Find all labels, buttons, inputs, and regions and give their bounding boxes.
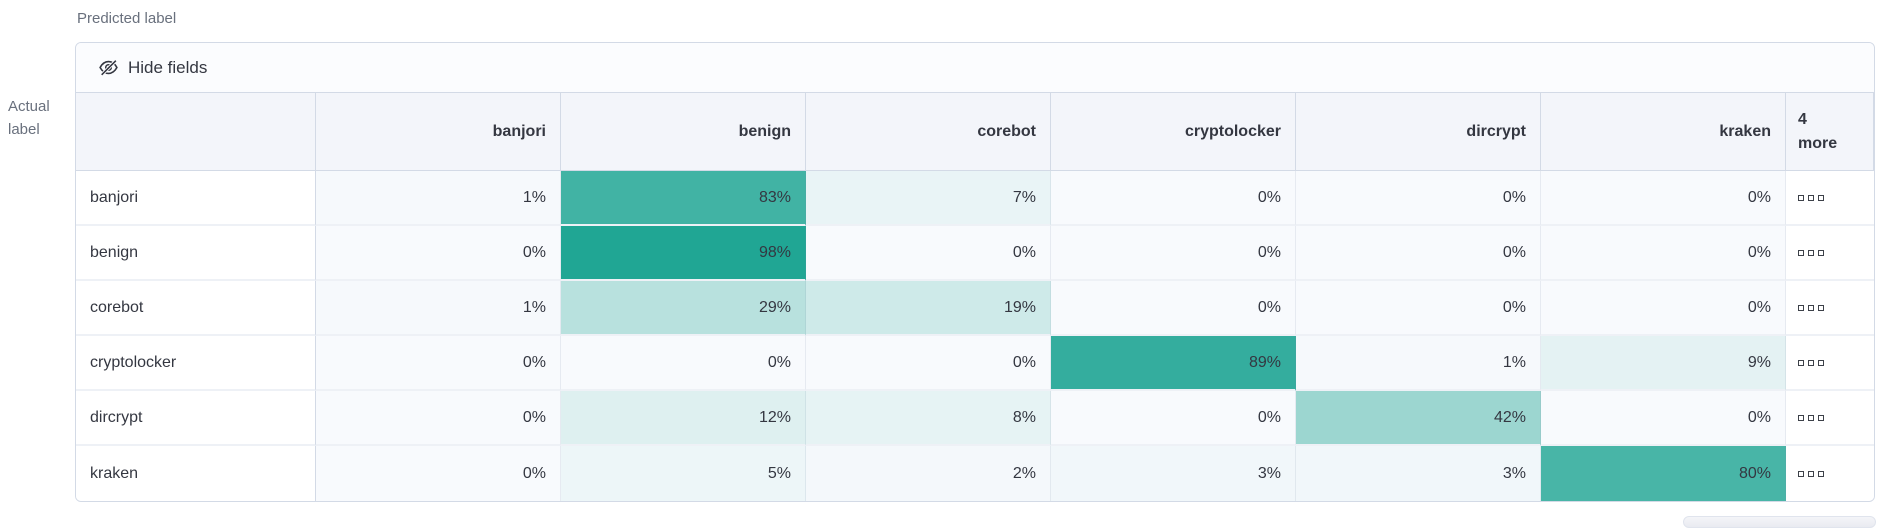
hide-fields-label: Hide fields <box>128 57 208 77</box>
matrix-cell-benign-kraken[interactable]: 0% <box>1541 226 1786 281</box>
confusion-matrix-grid: banjori benign corebot cryptolocker dircrypt… <box>76 93 1874 501</box>
matrix-cell-banjori-cryptolocker[interactable]: 0% <box>1051 171 1296 226</box>
row-actions-button[interactable] <box>1786 391 1874 446</box>
column-header-benign[interactable]: benign <box>561 93 806 171</box>
more-columns-header[interactable]: 4 more <box>1786 93 1874 171</box>
matrix-cell-benign-banjori[interactable]: 0% <box>316 226 561 281</box>
matrix-cell-corebot-benign[interactable]: 29% <box>561 281 806 336</box>
matrix-cell-corebot-kraken[interactable]: 0% <box>1541 281 1786 336</box>
hide-fields-button[interactable]: Hide fields <box>88 51 217 84</box>
row-label-cell-corebot[interactable]: corebot <box>76 281 316 336</box>
matrix-cell-kraken-dircrypt[interactable]: 3% <box>1296 446 1541 501</box>
matrix-cell-cryptolocker-cryptolocker[interactable]: 89% <box>1051 336 1296 391</box>
matrix-cell-banjori-dircrypt[interactable]: 0% <box>1296 171 1541 226</box>
matrix-cell-cryptolocker-dircrypt[interactable]: 1% <box>1296 336 1541 391</box>
matrix-cell-banjori-banjori[interactable]: 1% <box>316 171 561 226</box>
matrix-cell-dircrypt-dircrypt[interactable]: 42% <box>1296 391 1541 446</box>
more-columns-label: 4 more <box>1798 111 1838 152</box>
matrix-cell-dircrypt-cryptolocker[interactable]: 0% <box>1051 391 1296 446</box>
matrix-cell-banjori-corebot[interactable]: 7% <box>806 171 1051 226</box>
matrix-cell-corebot-cryptolocker[interactable]: 0% <box>1051 281 1296 336</box>
row-actions-button[interactable] <box>1786 446 1874 501</box>
matrix-cell-kraken-banjori[interactable]: 0% <box>316 446 561 501</box>
matrix-cell-banjori-benign[interactable]: 83% <box>561 171 806 226</box>
row-actions-button[interactable] <box>1786 336 1874 391</box>
column-header-banjori[interactable]: banjori <box>316 93 561 171</box>
row-label-cell-banjori[interactable]: banjori <box>76 171 316 226</box>
matrix-cell-benign-corebot[interactable]: 0% <box>806 226 1051 281</box>
matrix-cell-benign-cryptolocker[interactable]: 0% <box>1051 226 1296 281</box>
data-grid-toolbar: Hide fields <box>76 43 1874 93</box>
predicted-label: Predicted label <box>77 10 177 27</box>
row-label-cell-dircrypt[interactable]: dircrypt <box>76 391 316 446</box>
horizontal-scrollbar-thumb[interactable] <box>1683 516 1876 528</box>
column-header-kraken[interactable]: kraken <box>1541 93 1786 171</box>
matrix-cell-dircrypt-kraken[interactable]: 0% <box>1541 391 1786 446</box>
matrix-cell-kraken-cryptolocker[interactable]: 3% <box>1051 446 1296 501</box>
corner-header-cell <box>76 93 316 171</box>
matrix-cell-corebot-corebot[interactable]: 19% <box>806 281 1051 336</box>
boxes-horizontal-icon <box>1798 194 1824 201</box>
matrix-cell-dircrypt-corebot[interactable]: 8% <box>806 391 1051 446</box>
matrix-cell-benign-dircrypt[interactable]: 0% <box>1296 226 1541 281</box>
matrix-cell-dircrypt-benign[interactable]: 12% <box>561 391 806 446</box>
matrix-cell-kraken-kraken[interactable]: 80% <box>1541 446 1786 501</box>
boxes-horizontal-icon <box>1798 414 1824 421</box>
matrix-cell-dircrypt-banjori[interactable]: 0% <box>316 391 561 446</box>
column-header-dircrypt[interactable]: dircrypt <box>1296 93 1541 171</box>
actual-label: Actual label <box>8 98 50 138</box>
row-actions-button[interactable] <box>1786 281 1874 336</box>
matrix-cell-banjori-kraken[interactable]: 0% <box>1541 171 1786 226</box>
row-label-cell-cryptolocker[interactable]: cryptolocker <box>76 336 316 391</box>
matrix-cell-benign-benign[interactable]: 98% <box>561 226 806 281</box>
matrix-cell-cryptolocker-kraken[interactable]: 9% <box>1541 336 1786 391</box>
row-label-cell-benign[interactable]: benign <box>76 226 316 281</box>
matrix-cell-cryptolocker-corebot[interactable]: 0% <box>806 336 1051 391</box>
eye-closed-icon <box>98 57 119 78</box>
row-label-cell-kraken[interactable]: kraken <box>76 446 316 501</box>
row-actions-button[interactable] <box>1786 171 1874 226</box>
boxes-horizontal-icon <box>1798 249 1824 256</box>
matrix-cell-kraken-corebot[interactable]: 2% <box>806 446 1051 501</box>
confusion-matrix-panel: Hide fields banjori benign corebot cryptolo… <box>75 42 1875 502</box>
column-header-corebot[interactable]: corebot <box>806 93 1051 171</box>
matrix-cell-cryptolocker-banjori[interactable]: 0% <box>316 336 561 391</box>
boxes-horizontal-icon <box>1798 359 1824 366</box>
matrix-cell-corebot-dircrypt[interactable]: 0% <box>1296 281 1541 336</box>
matrix-cell-kraken-benign[interactable]: 5% <box>561 446 806 501</box>
column-header-cryptolocker[interactable]: cryptolocker <box>1051 93 1296 171</box>
matrix-cell-cryptolocker-benign[interactable]: 0% <box>561 336 806 391</box>
boxes-horizontal-icon <box>1798 304 1824 311</box>
row-actions-button[interactable] <box>1786 226 1874 281</box>
boxes-horizontal-icon <box>1798 470 1824 477</box>
matrix-cell-corebot-banjori[interactable]: 1% <box>316 281 561 336</box>
